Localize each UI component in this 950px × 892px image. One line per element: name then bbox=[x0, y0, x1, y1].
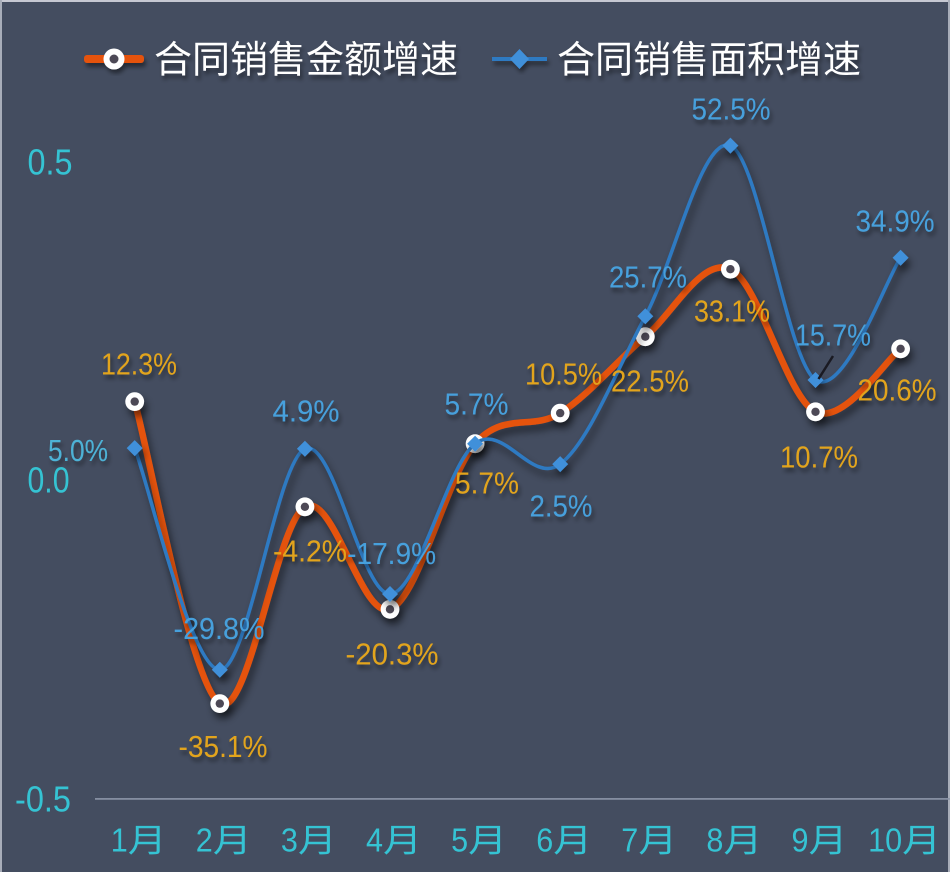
svg-text:-29.8%: -29.8% bbox=[174, 611, 265, 646]
svg-text:20.6%: 20.6% bbox=[858, 373, 937, 408]
svg-text:1: 1 bbox=[111, 822, 128, 859]
svg-text:-4.2%: -4.2% bbox=[273, 534, 347, 569]
svg-text:22.5%: 22.5% bbox=[611, 364, 689, 399]
svg-text:0.0: 0.0 bbox=[28, 460, 70, 501]
svg-text:8: 8 bbox=[706, 822, 723, 859]
svg-text:4.9%: 4.9% bbox=[273, 394, 340, 429]
svg-text:-35.1%: -35.1% bbox=[179, 729, 268, 764]
svg-text:-20.3%: -20.3% bbox=[346, 637, 439, 672]
svg-text:34.9%: 34.9% bbox=[856, 204, 935, 239]
svg-text:-0.5: -0.5 bbox=[15, 779, 71, 820]
svg-text:10.5%: 10.5% bbox=[525, 357, 602, 392]
svg-text:4: 4 bbox=[366, 822, 383, 859]
svg-text:9: 9 bbox=[792, 822, 809, 859]
svg-text:12.3%: 12.3% bbox=[101, 347, 177, 382]
svg-text:-17.9%: -17.9% bbox=[347, 536, 436, 571]
svg-text:52.5%: 52.5% bbox=[692, 92, 771, 127]
svg-text:15.7%: 15.7% bbox=[795, 318, 871, 353]
svg-text:5: 5 bbox=[451, 822, 468, 859]
svg-text:2: 2 bbox=[196, 822, 213, 859]
svg-text:25.7%: 25.7% bbox=[609, 260, 687, 295]
svg-text:5.7%: 5.7% bbox=[455, 466, 519, 501]
svg-text:5.0%: 5.0% bbox=[48, 433, 108, 468]
svg-text:3: 3 bbox=[281, 822, 298, 859]
svg-text:2.5%: 2.5% bbox=[530, 489, 593, 524]
svg-text:5.7%: 5.7% bbox=[445, 387, 509, 422]
svg-text:7: 7 bbox=[621, 822, 638, 859]
svg-text:10.7%: 10.7% bbox=[780, 440, 858, 475]
svg-text:6: 6 bbox=[536, 822, 553, 859]
svg-text:33.1%: 33.1% bbox=[694, 294, 770, 329]
svg-text:10: 10 bbox=[868, 822, 902, 859]
svg-text:0.5: 0.5 bbox=[28, 142, 73, 183]
